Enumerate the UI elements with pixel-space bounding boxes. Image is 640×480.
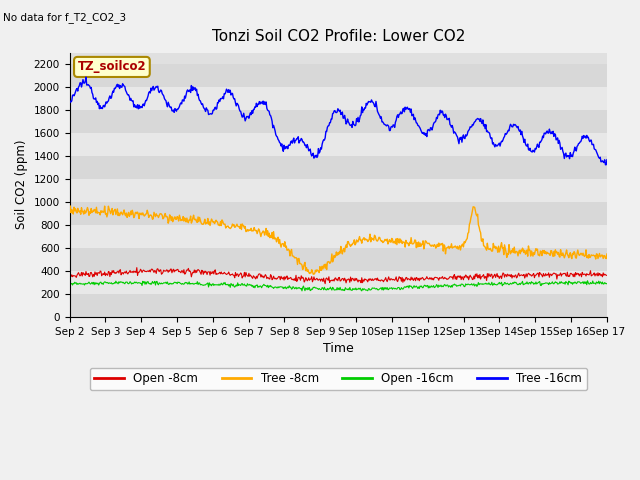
Bar <box>70 225 607 248</box>
Bar <box>70 87 607 110</box>
Text: TZ_soilco2: TZ_soilco2 <box>77 60 146 73</box>
Bar <box>70 248 607 271</box>
Text: No data for f_T2_CO2_3: No data for f_T2_CO2_3 <box>3 12 126 23</box>
Bar <box>70 271 607 294</box>
X-axis label: Time: Time <box>323 342 354 355</box>
Bar <box>70 110 607 133</box>
Bar <box>70 202 607 225</box>
Bar <box>70 179 607 202</box>
Legend: Open -8cm, Tree -8cm, Open -16cm, Tree -16cm: Open -8cm, Tree -8cm, Open -16cm, Tree -… <box>90 368 587 390</box>
Bar <box>70 64 607 87</box>
Title: Tonzi Soil CO2 Profile: Lower CO2: Tonzi Soil CO2 Profile: Lower CO2 <box>212 29 465 44</box>
Bar <box>70 133 607 156</box>
Bar <box>70 156 607 179</box>
Bar <box>70 294 607 317</box>
Y-axis label: Soil CO2 (ppm): Soil CO2 (ppm) <box>15 140 28 229</box>
